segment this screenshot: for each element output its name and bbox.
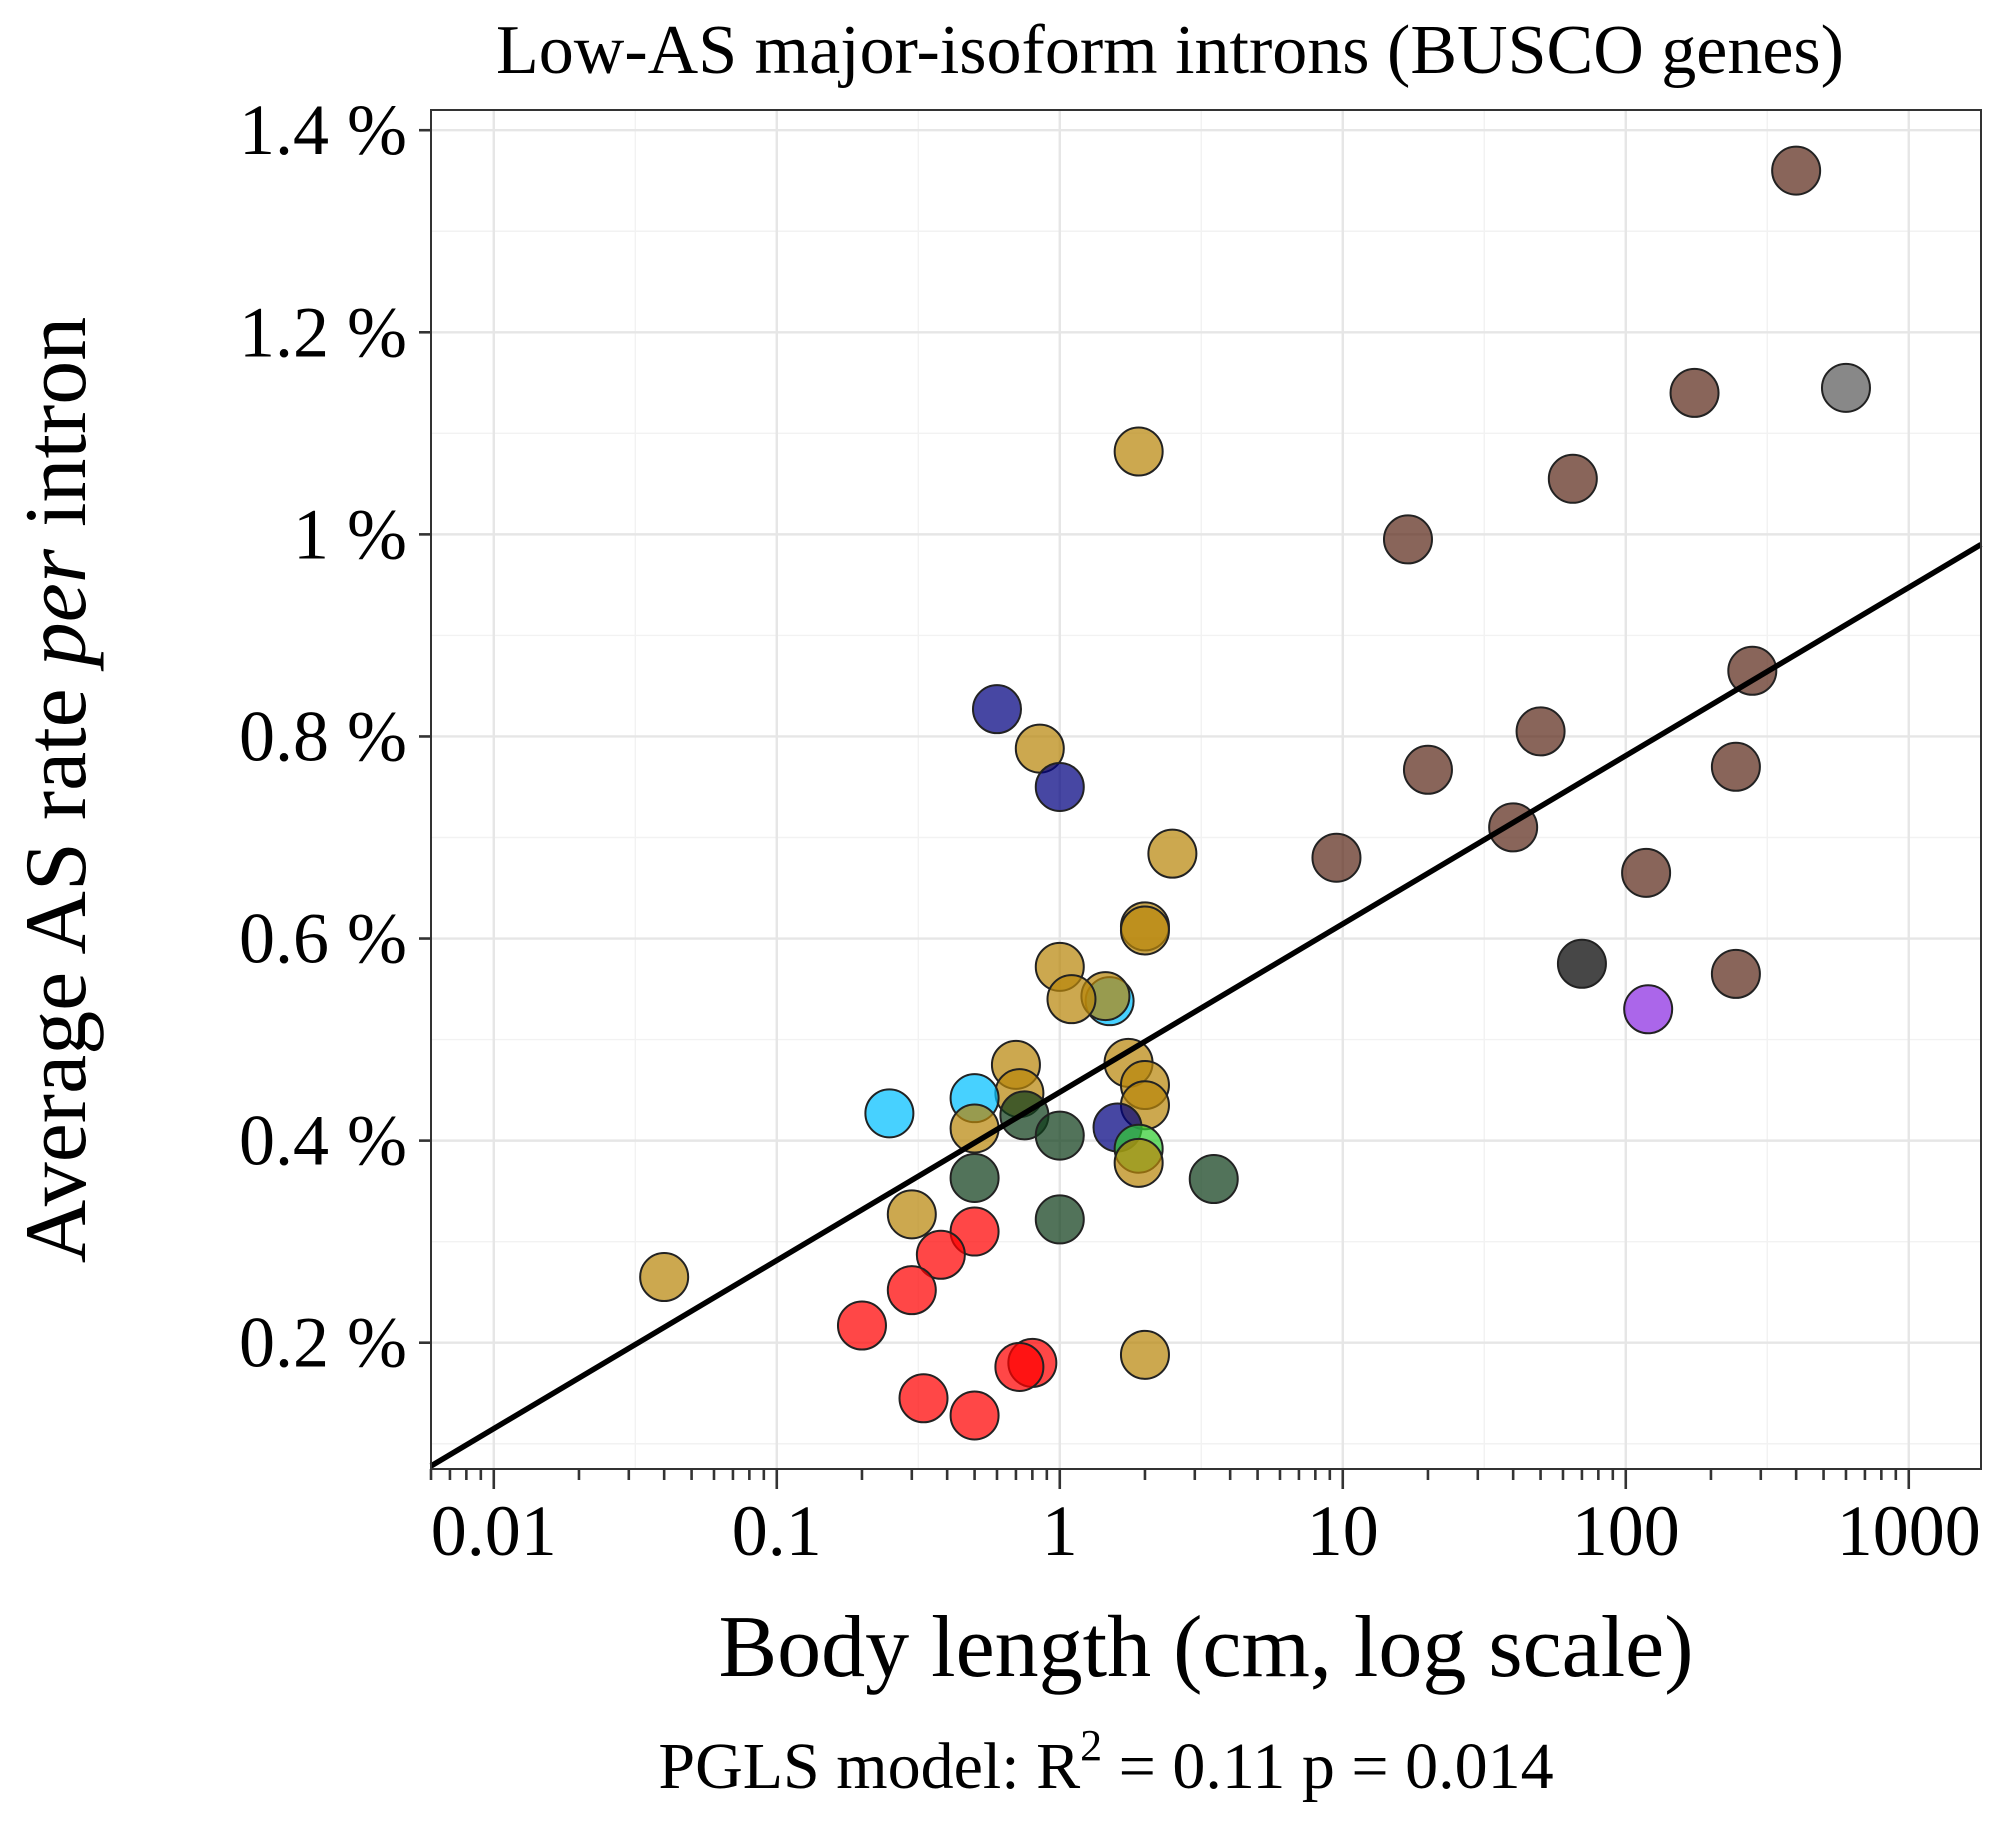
data-point-navy [971, 684, 1022, 735]
stats-p: p = 0.014 [1302, 1730, 1554, 1803]
data-point-red [836, 1300, 887, 1351]
data-point-brown [1402, 744, 1453, 795]
data-point-grey [1820, 362, 1871, 413]
data-point-brown [1710, 948, 1761, 999]
y-tick-label: 0.2 % [239, 1303, 407, 1383]
data-point-cyan [864, 1088, 915, 1139]
data-point-gold [1119, 905, 1170, 956]
y-tick-label: 1.4 % [239, 90, 407, 170]
x-axis: 0.01 0.1 1 10 100 1000 [429, 1469, 1981, 1571]
data-points [639, 145, 1871, 1441]
data-point-gold [1046, 974, 1097, 1025]
data-point-red [898, 1373, 949, 1424]
chart-title: Low-AS major-isoform introns (BUSCO gene… [496, 12, 1844, 89]
y-axis-title-prefix: Average AS rate [8, 666, 105, 1263]
data-point-brown [1547, 453, 1598, 504]
data-point-red [886, 1265, 937, 1316]
y-axis-ticks [419, 128, 431, 1344]
x-tick-label: 0.1 [732, 1491, 822, 1571]
y-axis-title: Average AS rate per intron [8, 317, 105, 1264]
x-tick-label: 0.01 [431, 1491, 557, 1571]
y-tick-label: 1 % [293, 494, 407, 574]
x-tick-label: 1 [1042, 1491, 1078, 1571]
data-point-gold [886, 1189, 937, 1240]
y-tick-label: 0.4 % [239, 1101, 407, 1181]
data-point-navy [1034, 761, 1085, 812]
data-point-black [1556, 938, 1607, 989]
y-tick-label: 0.8 % [239, 696, 407, 776]
stats-r2: = 0.11 [1102, 1730, 1285, 1803]
data-point-purple [1623, 984, 1674, 1035]
y-axis-tick-labels: 0.2 % 0.4 % 0.6 % 0.8 % 1 % 1.2 % 1.4 % [239, 90, 407, 1382]
data-point-red [949, 1390, 1000, 1441]
x-tick-label: 1000 [1837, 1491, 1981, 1571]
data-point-brown [1771, 145, 1822, 196]
data-point-red [994, 1341, 1045, 1392]
data-point-darkgreen [1034, 1110, 1085, 1161]
data-point-gold [1119, 1329, 1170, 1380]
y-axis: 0.2 % 0.4 % 0.6 % 0.8 % 1 % 1.2 % 1.4 % [239, 90, 431, 1383]
plot-panel [429, 109, 1983, 1470]
data-point-brown [1515, 706, 1566, 757]
x-tick-label: 100 [1572, 1491, 1680, 1571]
data-point-brown [1621, 847, 1672, 898]
data-point-darkgreen [1034, 1194, 1085, 1245]
stats-gap [1285, 1730, 1302, 1803]
stats-prefix: PGLS model: R [658, 1730, 1080, 1803]
x-axis-title: Body length (cm, log scale) [718, 1599, 1693, 1696]
data-point-brown [1710, 741, 1761, 792]
x-axis-ticks [429, 1469, 1911, 1489]
y-axis-title-italic: per [8, 548, 105, 672]
data-point-gold [1113, 1137, 1164, 1188]
panel-border [430, 109, 1982, 1470]
x-tick-label: 10 [1307, 1491, 1379, 1571]
data-point-brown [1311, 832, 1362, 883]
data-point-brown [1727, 645, 1778, 696]
stats-annotation: PGLS model: R2 = 0.11 p = 0.014 [658, 1721, 1553, 1803]
data-point-darkgreen [949, 1153, 1000, 1204]
data-point-gold [1147, 828, 1198, 879]
regression-line [429, 542, 1983, 1469]
data-point-gold [1113, 426, 1164, 477]
data-point-red [915, 1229, 966, 1280]
stats-superscript: 2 [1080, 1721, 1102, 1770]
data-point-gold [639, 1252, 690, 1303]
data-point-brown [1382, 514, 1433, 565]
x-axis-tick-labels: 0.01 0.1 1 10 100 1000 [431, 1491, 1981, 1571]
data-point-darkgreen [1188, 1154, 1239, 1205]
data-point-brown [1669, 367, 1720, 418]
y-tick-label: 0.6 % [239, 899, 407, 979]
y-tick-label: 1.2 % [239, 292, 407, 372]
panel-background [431, 110, 1981, 1469]
y-axis-title-suffix: intron [8, 317, 105, 549]
